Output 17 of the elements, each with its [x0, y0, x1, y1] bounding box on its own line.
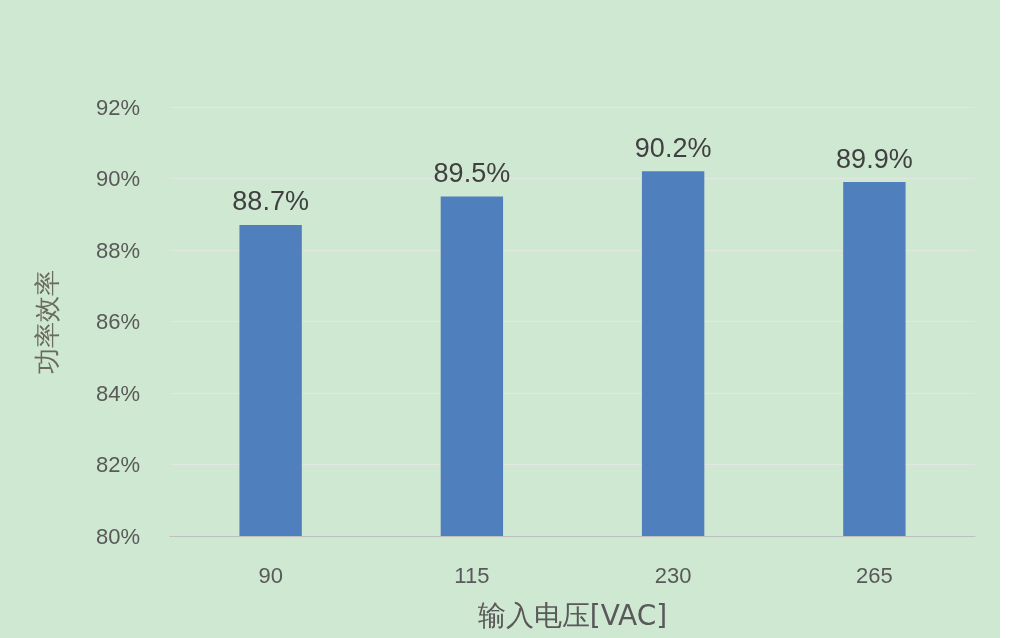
x-tick-label: 115 — [454, 562, 490, 588]
data-label: 88.7% — [232, 186, 309, 217]
x-tick-label: 90 — [258, 562, 283, 588]
x-axis-title: 输入电压[VAC] — [477, 598, 668, 632]
data-label: 89.9% — [836, 143, 913, 174]
y-tick-label: 90% — [95, 166, 140, 191]
y-tick-label: 82% — [95, 452, 140, 477]
y-tick-label: 84% — [95, 380, 140, 406]
y-tick-label: 80% — [95, 523, 140, 549]
y-tick-label: 88% — [95, 237, 140, 263]
data-label: 90.2% — [634, 132, 712, 163]
data-label: 89.5% — [433, 157, 511, 188]
y-tick-label: 86% — [95, 309, 140, 334]
x-tick-label: 265 — [856, 562, 893, 588]
y-axis-title: 功率效率 — [32, 269, 62, 374]
y-tick-label: 92% — [95, 94, 140, 120]
x-tick-label: 230 — [654, 562, 692, 588]
